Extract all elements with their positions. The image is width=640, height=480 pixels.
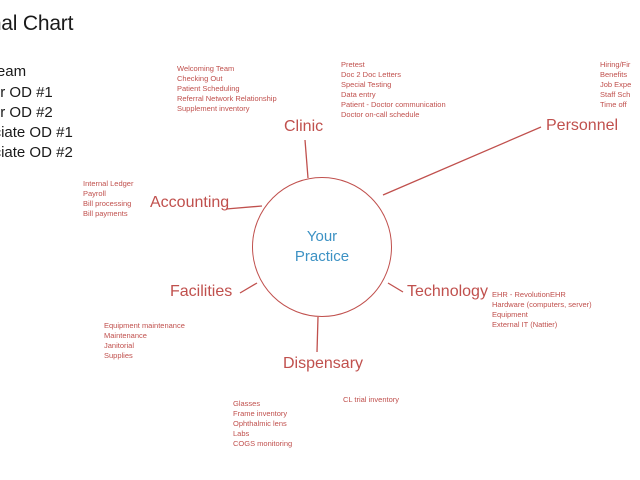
spoke-label-facilities: Facilities bbox=[170, 283, 233, 300]
connector-personnel bbox=[382, 126, 542, 196]
detail-list-facilities: Equipment maintenance Maintenance Janito… bbox=[104, 321, 185, 360]
spoke-label-technology: Technology bbox=[407, 283, 488, 300]
detail-list-technology: EHR - RevolutionEHR Hardware (computers,… bbox=[492, 290, 592, 329]
executive-team-member: P - Owner OD #2 bbox=[0, 104, 53, 121]
executive-team-member: P - Associate OD #2 bbox=[0, 144, 73, 161]
spoke-label-personnel: Personnel bbox=[546, 117, 619, 134]
spoke-label-accounting: Accounting bbox=[150, 194, 230, 211]
detail-list-clinic-left: Welcoming Team Checking Out Patient Sche… bbox=[177, 64, 277, 113]
hub-label: Your Practice bbox=[252, 177, 392, 317]
hub-circle bbox=[252, 177, 392, 317]
executive-team-member: P - Associate OD #1 bbox=[0, 124, 73, 141]
hub-label-line1: Your bbox=[306, 228, 338, 245]
connector-dispensary bbox=[316, 316, 319, 353]
detail-list-clinic-right: Pretest Doc 2 Doc Letters Special Testin… bbox=[341, 60, 446, 119]
detail-list-accounting: Internal Ledger Payroll Bill processing … bbox=[83, 179, 134, 218]
executive-team-block: ecutive Team P - Owner OD #1 P - Owner O… bbox=[0, 62, 73, 163]
hub-label-line2: Practice bbox=[294, 248, 350, 265]
detail-list-dispensary-cl: CL trial inventory bbox=[343, 395, 399, 404]
spoke-label-clinic: Clinic bbox=[284, 118, 324, 135]
executive-team-heading: ecutive Team bbox=[0, 63, 27, 80]
executive-team-member: P - Owner OD #1 bbox=[0, 84, 53, 101]
connector-accounting bbox=[225, 205, 263, 210]
page-title: izational Chart bbox=[0, 12, 74, 35]
connector-clinic bbox=[304, 139, 309, 179]
detail-list-dispensary: Glasses Frame inventory Ophthalmic lens … bbox=[233, 399, 293, 448]
detail-list-personnel: Hiring/Fir Benefits Job Expe Staff Sch T… bbox=[600, 60, 632, 109]
connector-technology bbox=[387, 282, 404, 293]
connector-facilities bbox=[239, 282, 258, 294]
spoke-label-dispensary: Dispensary bbox=[283, 355, 364, 372]
